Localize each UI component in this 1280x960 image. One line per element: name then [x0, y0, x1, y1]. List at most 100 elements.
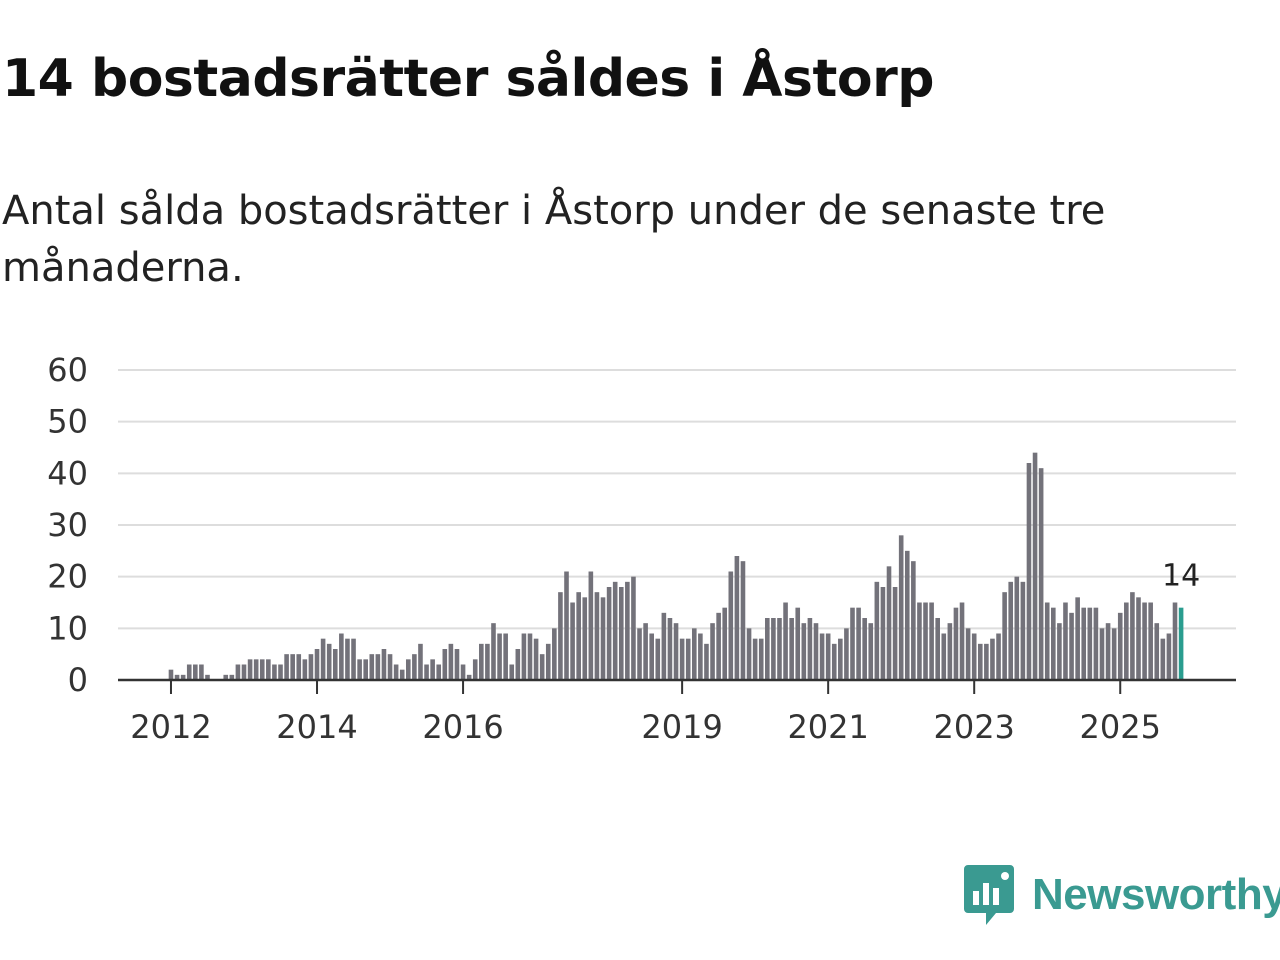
bar: [1093, 607, 1099, 680]
newsworthy-logo-icon: [964, 865, 1014, 925]
bar: [795, 607, 801, 680]
y-tick-label: 60: [47, 351, 88, 389]
bar: [953, 607, 959, 680]
bar: [637, 628, 642, 680]
bar: [971, 633, 977, 680]
bar: [923, 602, 928, 680]
bar: [1111, 628, 1117, 680]
bar: [320, 638, 326, 680]
bar: [393, 664, 399, 680]
bar: [935, 618, 940, 680]
bar: [728, 571, 734, 680]
bar: [247, 659, 253, 680]
bar: [1160, 638, 1166, 680]
bar: [326, 643, 332, 680]
bar: [862, 618, 867, 680]
bar: [253, 659, 259, 680]
bar: [399, 669, 405, 680]
bar: [716, 612, 721, 680]
bar: [545, 643, 551, 680]
bar: [576, 592, 581, 680]
bar: [1063, 602, 1068, 680]
bar: [698, 633, 703, 680]
bar: [1099, 628, 1105, 680]
bar: [612, 581, 618, 680]
bar: [1014, 576, 1020, 680]
bar: [1069, 612, 1074, 680]
bar: [825, 633, 831, 680]
bar: [892, 587, 898, 680]
grid-lines: [118, 369, 1236, 630]
bar: [436, 664, 442, 680]
bar: [1124, 602, 1129, 680]
bar: [649, 633, 654, 680]
bar: [564, 571, 569, 680]
bar: [296, 654, 302, 680]
bar: [466, 674, 472, 680]
bar: [625, 581, 630, 680]
bar: [600, 597, 606, 680]
bar: [199, 664, 204, 680]
bar: [442, 649, 448, 680]
bar: [941, 633, 947, 680]
bar: [1051, 607, 1056, 680]
x-tick-label: 2012: [130, 708, 211, 746]
bar: [472, 659, 478, 680]
bar: [405, 659, 411, 680]
bar: [332, 649, 338, 680]
bar: [539, 654, 545, 680]
bar: [710, 623, 715, 680]
bar: [418, 643, 423, 680]
bar: [783, 602, 788, 680]
bar: [977, 643, 983, 680]
bar: [1142, 602, 1147, 680]
bar: [552, 628, 557, 680]
bar: [996, 633, 1001, 680]
bar: [868, 623, 874, 680]
x-axis-labels: 2012 2014 2016 2019 2021 2023 2025: [130, 708, 1161, 746]
bar: [838, 638, 843, 680]
bar: [813, 623, 819, 680]
bar: [497, 633, 502, 680]
bar: [990, 638, 995, 680]
bar: [381, 649, 387, 680]
chart-subtitle: Antal sålda bostadsrätter i Åstorp under…: [2, 188, 1106, 291]
bar: [193, 664, 198, 680]
bar: [266, 659, 271, 680]
bar: [740, 561, 746, 680]
chart-title: 14 bostadsrätter såldes i Åstorp: [2, 49, 934, 109]
bar: [1130, 592, 1135, 680]
bar: [631, 576, 636, 680]
bar: [205, 674, 210, 680]
bar: [180, 674, 186, 680]
y-axis-labels: 0 10 20 30 40 50 60: [47, 351, 88, 699]
bar: [734, 556, 740, 680]
bar: [241, 664, 247, 680]
bar: [290, 654, 295, 680]
bar: [704, 643, 709, 680]
bar: [302, 659, 308, 680]
bar: [691, 628, 697, 680]
bar: [308, 654, 314, 680]
x-tick-label: 2016: [422, 708, 503, 746]
x-tick-label: 2019: [641, 708, 722, 746]
bar: [874, 581, 880, 680]
bar: [655, 638, 661, 680]
bar: [168, 669, 174, 680]
x-tick-label: 2023: [933, 708, 1014, 746]
bar: [850, 607, 855, 680]
bar: [278, 664, 283, 680]
bar: [369, 654, 375, 680]
bar: [771, 618, 776, 680]
bar: [375, 654, 381, 680]
bar: [503, 633, 508, 680]
bar: [722, 607, 728, 680]
bar: [984, 643, 989, 680]
bar: [387, 654, 393, 680]
bar: [667, 618, 673, 680]
bar: [618, 587, 624, 680]
bar: [314, 649, 320, 680]
bar: [904, 550, 910, 680]
bar: [527, 633, 533, 680]
bar: [789, 618, 794, 680]
